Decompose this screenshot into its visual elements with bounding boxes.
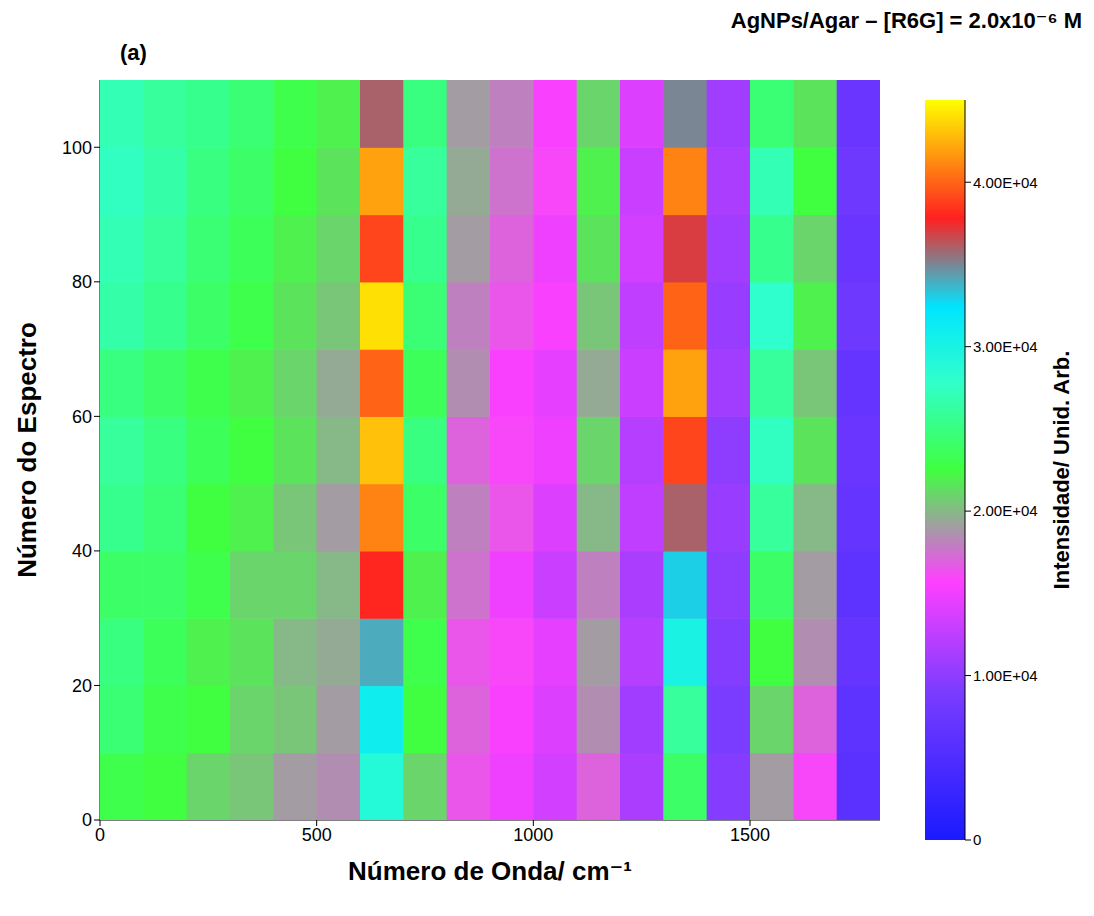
svg-text:80: 80 bbox=[72, 272, 92, 292]
svg-text:500: 500 bbox=[302, 825, 332, 845]
svg-text:20: 20 bbox=[72, 676, 92, 696]
svg-text:1500: 1500 bbox=[730, 825, 770, 845]
html-text:Número de Onda/ cm⁻¹: Número de Onda/ cm⁻¹ bbox=[348, 856, 632, 886]
svg-text:0: 0 bbox=[973, 831, 981, 848]
html-text:(a): (a) bbox=[120, 40, 147, 65]
svg-text:60: 60 bbox=[72, 407, 92, 427]
svg-text:1.00E+04: 1.00E+04 bbox=[973, 667, 1038, 684]
svg-text:4.00E+04: 4.00E+04 bbox=[973, 174, 1038, 191]
svg-text:1000: 1000 bbox=[513, 825, 553, 845]
html-text:AgNPs/Agar – [R6G] = 2.0x10⁻⁶: AgNPs/Agar – [R6G] = 2.0x10⁻⁶ M bbox=[730, 8, 1082, 33]
svg-text:0: 0 bbox=[95, 825, 105, 845]
svg-text:2.00E+04: 2.00E+04 bbox=[973, 502, 1038, 519]
svg-text:3.00E+04: 3.00E+04 bbox=[973, 338, 1038, 355]
html-text:Número do Espectro: Número do Espectro bbox=[12, 322, 42, 578]
svg-text:0: 0 bbox=[82, 810, 92, 830]
svg-text:40: 40 bbox=[72, 541, 92, 561]
svg-text:100: 100 bbox=[62, 138, 92, 158]
html-text:Intensidade/ Unid. Arb.: Intensidade/ Unid. Arb. bbox=[1049, 350, 1074, 590]
